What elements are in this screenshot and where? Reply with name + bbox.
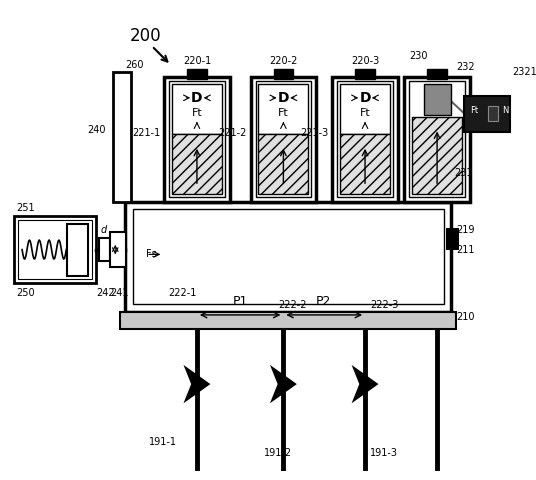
Bar <box>446 228 459 250</box>
Text: 260: 260 <box>125 60 144 70</box>
Text: 211: 211 <box>456 245 475 254</box>
Text: 191-2: 191-2 <box>264 448 292 458</box>
Bar <box>132 209 444 304</box>
Bar <box>110 232 126 267</box>
Text: Ft: Ft <box>191 108 202 118</box>
Text: 200: 200 <box>130 27 161 45</box>
Text: 222-3: 222-3 <box>370 300 398 311</box>
Bar <box>172 134 222 194</box>
Text: d: d <box>101 226 107 235</box>
Text: P2: P2 <box>316 295 331 308</box>
Text: 221-2: 221-2 <box>219 128 247 138</box>
Bar <box>405 77 470 202</box>
Text: 220-1: 220-1 <box>183 56 211 66</box>
Text: D: D <box>278 91 289 105</box>
Text: 240: 240 <box>87 124 106 134</box>
Bar <box>488 106 497 121</box>
Bar <box>251 77 316 202</box>
Bar <box>14 216 96 283</box>
Text: 191-3: 191-3 <box>370 448 398 458</box>
Bar <box>164 77 229 202</box>
Text: 232: 232 <box>456 62 475 72</box>
Text: 241: 241 <box>110 288 129 298</box>
Bar <box>187 69 206 79</box>
Bar <box>340 84 390 134</box>
Text: 191-1: 191-1 <box>149 437 177 447</box>
Bar <box>332 77 398 202</box>
Bar <box>274 69 293 79</box>
Bar <box>258 134 308 194</box>
Text: 221-3: 221-3 <box>300 128 329 138</box>
Bar <box>172 84 222 134</box>
Bar <box>428 69 446 79</box>
Bar <box>67 224 88 276</box>
Bar <box>423 84 451 115</box>
Text: 251: 251 <box>16 204 35 213</box>
Bar <box>113 72 131 202</box>
Text: 210: 210 <box>456 312 475 322</box>
Bar <box>412 117 462 194</box>
Text: 220-3: 220-3 <box>351 56 379 66</box>
Bar <box>99 238 110 261</box>
Text: Ft: Ft <box>470 106 478 115</box>
Text: D: D <box>191 91 203 105</box>
Text: Fs: Fs <box>146 250 157 259</box>
Polygon shape <box>352 365 378 403</box>
Text: Ft: Ft <box>360 108 370 118</box>
Text: 221-1: 221-1 <box>132 128 160 138</box>
Text: N: N <box>502 106 509 115</box>
Text: 219: 219 <box>456 226 475 235</box>
Text: 222-1: 222-1 <box>168 288 197 298</box>
Text: 231: 231 <box>455 168 473 178</box>
Polygon shape <box>270 365 297 403</box>
Bar <box>409 82 465 197</box>
Bar <box>258 84 308 134</box>
Bar <box>120 312 456 329</box>
Bar <box>337 82 393 197</box>
Text: 220-2: 220-2 <box>269 56 297 66</box>
Text: 2321: 2321 <box>512 67 536 77</box>
Text: 230: 230 <box>409 50 428 60</box>
Text: P1: P1 <box>233 295 248 308</box>
Text: 250: 250 <box>16 288 35 298</box>
Bar <box>18 220 92 279</box>
Text: Ft: Ft <box>278 108 289 118</box>
Bar <box>355 69 375 79</box>
Bar <box>256 82 311 197</box>
Bar <box>169 82 225 197</box>
Bar <box>125 202 451 312</box>
Text: 222-2: 222-2 <box>279 300 307 311</box>
Bar <box>340 134 390 194</box>
Polygon shape <box>183 365 210 403</box>
Text: D: D <box>359 91 371 105</box>
Text: 242: 242 <box>96 288 115 298</box>
Bar <box>464 96 510 132</box>
